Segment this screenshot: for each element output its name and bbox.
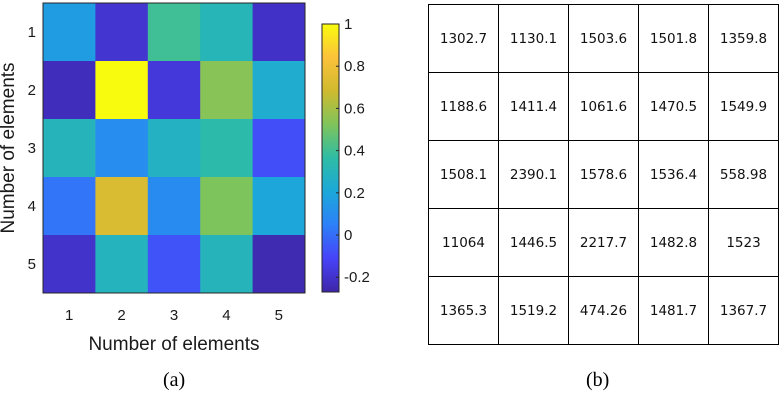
table-cell: 474.26	[568, 276, 639, 345]
heatmap-cell	[43, 177, 96, 236]
table-cell: 1481.7	[638, 276, 709, 345]
heatmap-cell	[95, 119, 149, 178]
x-tick-labels: 1 2 3 4 5	[65, 307, 283, 324]
x-tick-label: 2	[117, 307, 125, 324]
table-row: 11064 1446.5 2217.7 1482.8 1523	[428, 208, 779, 277]
y-tick-labels: 1 2 3 4 5	[28, 24, 36, 273]
table-cell: 1523	[708, 208, 779, 277]
heatmap-cell	[252, 177, 306, 236]
table-cell: 1536.4	[638, 140, 709, 209]
table-cell: 1549.9	[708, 72, 779, 141]
colorbar-tick-label: 1	[344, 16, 352, 33]
heatmap-cell	[43, 3, 96, 62]
colorbar-tick-labels: -0.2 0 0.2 0.4 0.6 0.8 1	[336, 16, 370, 286]
heatmap-cell	[147, 119, 201, 178]
heatmap-cell	[252, 235, 306, 294]
heatmap-cell	[252, 61, 306, 120]
table-cell: 1501.8	[638, 4, 709, 73]
colorbar-tick-label: 0	[344, 227, 352, 244]
heatmap-cell	[147, 235, 201, 294]
heatmap-cell	[43, 61, 96, 120]
table-cell: 1130.1	[498, 4, 569, 73]
x-tick-label: 4	[222, 307, 230, 324]
table-cell: 1503.6	[568, 4, 639, 73]
y-tick-label: 2	[28, 82, 36, 99]
table-cell: 1411.4	[498, 72, 569, 141]
x-tick-label: 5	[275, 307, 283, 324]
table-cell: 2217.7	[568, 208, 639, 277]
table-cell: 558.98	[708, 140, 779, 209]
heatmap-cell	[43, 235, 96, 294]
heatmap-cell	[147, 61, 201, 120]
table-cell: 1578.6	[568, 140, 639, 209]
x-axis-title: Number of elements	[88, 334, 259, 355]
heatmap-cell	[200, 3, 254, 62]
y-tick-label: 5	[28, 256, 36, 273]
table-cell: 1302.7	[428, 4, 499, 73]
heatmap-cell	[43, 119, 96, 178]
colorbar-tick-label: 0.6	[344, 100, 365, 117]
table-cell: 11064	[428, 208, 499, 277]
caption-b: (b)	[586, 369, 610, 391]
heatmap-chart: 1 2 3 4 5 1 2 3 4 5 Number of elements Number of…	[0, 2, 370, 355]
table-cell: 1470.5	[638, 72, 709, 141]
table-cell: 2390.1	[498, 140, 569, 209]
table-row: 1508.1 2390.1 1578.6 1536.4 558.98	[428, 140, 779, 209]
heatmap-cell	[252, 3, 306, 62]
table-cell: 1188.6	[428, 72, 499, 141]
heatmap-cell	[95, 3, 149, 62]
colorbar-tick-label: 0.2	[344, 185, 365, 202]
table-cell: 1482.8	[638, 208, 709, 277]
table-cell: 1359.8	[708, 4, 779, 73]
x-tick-label: 1	[65, 307, 73, 324]
y-tick-label: 3	[28, 140, 36, 157]
heatmap-cell	[95, 235, 149, 294]
heatmap-cell	[200, 119, 254, 178]
heatmap-cell	[95, 61, 149, 120]
plot-frame	[42, 2, 306, 294]
heatmap-cell	[147, 3, 201, 62]
heatmap-cell	[95, 177, 149, 236]
table-cell: 1519.2	[498, 276, 569, 345]
y-axis-title: Number of elements	[0, 62, 19, 233]
table-row: 1365.3 1519.2 474.26 1481.7 1367.7	[428, 276, 779, 345]
table-cell: 1061.6	[568, 72, 639, 141]
heatmap-cell	[200, 235, 254, 294]
heatmap-cell	[200, 61, 254, 120]
caption-a: (a)	[163, 369, 186, 391]
heatmap-cell	[252, 119, 306, 178]
colorbar-tick-label: 0.4	[344, 143, 365, 160]
heatmap-cell	[200, 177, 254, 236]
table-cell: 1508.1	[428, 140, 499, 209]
heatmap-cell	[147, 177, 201, 236]
colorbar-tick-label: -0.2	[344, 269, 370, 286]
y-tick-label: 1	[28, 24, 36, 41]
colorbar	[321, 23, 340, 293]
heatmap-cells	[43, 3, 306, 294]
table-cell: 1365.3	[428, 276, 499, 345]
data-table: 1302.7 1130.1 1503.6 1501.8 1359.8 1188.6 1411…	[428, 4, 779, 345]
table-cell: 1367.7	[708, 276, 779, 345]
x-tick-label: 3	[170, 307, 178, 324]
colorbar-tick-label: 0.8	[344, 58, 365, 75]
y-tick-label: 4	[28, 198, 36, 215]
table-row: 1302.7 1130.1 1503.6 1501.8 1359.8	[428, 4, 779, 73]
table-row: 1188.6 1411.4 1061.6 1470.5 1549.9	[428, 72, 779, 141]
table-cell: 1446.5	[498, 208, 569, 277]
